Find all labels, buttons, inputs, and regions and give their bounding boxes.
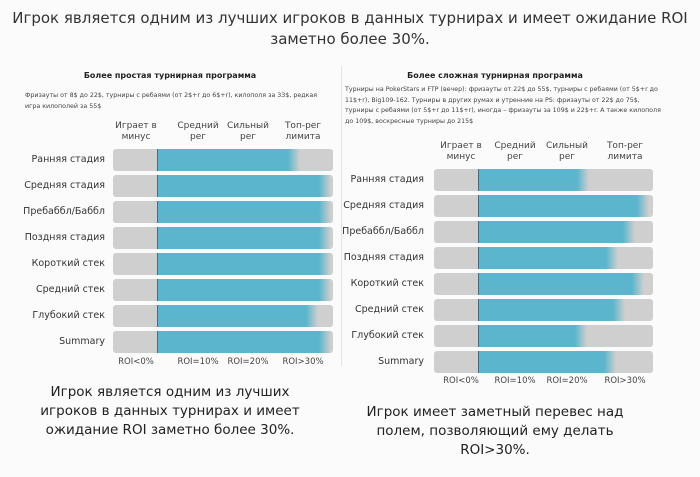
row-label: Средний стек: [355, 304, 424, 315]
bar-track: [434, 221, 653, 243]
column-header: Сильный рег: [226, 121, 270, 142]
bar-track: [113, 149, 333, 171]
zero-line: [157, 305, 158, 327]
bar-fill: [157, 279, 331, 301]
zero-line: [157, 331, 158, 353]
bar-track: [434, 299, 653, 321]
column-header: Играет в минус: [440, 141, 482, 162]
bar-fill: [157, 175, 331, 197]
row-label: Глубокий стек: [351, 330, 424, 341]
zero-line: [477, 247, 479, 269]
zero-line: [477, 325, 479, 347]
row-label: Короткий стек: [31, 258, 105, 269]
row-label: Пребаббл/Баббл: [23, 206, 105, 217]
column-header: Топ-рег лимита: [284, 121, 322, 142]
zero-line: [157, 175, 158, 197]
chart-title: Более простая турнирная программа: [83, 71, 257, 80]
bar-track: [113, 253, 333, 275]
column-header: Играет в минус: [115, 121, 157, 142]
row-label: Пребаббл/Баббл: [342, 226, 424, 237]
zero-line: [157, 201, 158, 223]
bar-track: [113, 331, 333, 353]
x-tick-label: ROI>30%: [282, 357, 324, 367]
bar-fill: [477, 299, 625, 321]
x-tick-label: ROI=10%: [494, 376, 536, 386]
bar-track: [434, 351, 653, 373]
bar-track: [434, 169, 653, 191]
bar-fill: [157, 149, 300, 171]
chart-description: Турниры на PokerStars и FTP (вечер): фри…: [345, 86, 661, 125]
bar-track: [113, 305, 333, 327]
zero-line: [157, 253, 158, 275]
row-label: Поздняя стадия: [24, 232, 105, 243]
bar-track: [434, 195, 653, 217]
bar-fill: [157, 331, 331, 353]
x-tick-label: ROI=10%: [177, 357, 219, 367]
row-label: Ранняя стадия: [350, 174, 424, 185]
x-tick-label: ROI>30%: [604, 376, 646, 386]
page-title: Игрок является одним из лучших игроков в…: [12, 9, 688, 48]
zero-line: [477, 273, 479, 295]
chart-title: Более сложная турнирная программа: [407, 71, 583, 80]
column-header: Средний рег: [177, 121, 219, 142]
x-tick-label: ROI=20%: [546, 376, 588, 386]
row-label: Короткий стек: [350, 278, 424, 289]
bar-track: [434, 325, 653, 347]
row-label: Ранняя стадия: [31, 154, 105, 165]
bar-fill: [157, 227, 331, 249]
zero-line: [477, 195, 479, 217]
bar-track: [113, 175, 333, 197]
bar-fill: [477, 221, 636, 243]
panel-divider: [341, 66, 342, 366]
row-label: Глубокий стек: [32, 310, 105, 321]
zero-line: [157, 149, 158, 171]
row-label: Поздняя стадия: [343, 252, 424, 263]
bar-fill: [157, 305, 318, 327]
zero-line: [157, 279, 158, 301]
row-label: Средняя стадия: [343, 200, 424, 211]
bar-fill: [477, 195, 649, 217]
row-label: Средний стек: [36, 284, 105, 295]
chart-caption: Игрок является одним из лучших игроков в…: [40, 384, 300, 438]
bar-track: [113, 201, 333, 223]
column-header: Сильный рег: [545, 141, 589, 162]
bar-fill: [477, 351, 616, 373]
x-tick-label: ROI<0%: [443, 376, 479, 386]
zero-line: [477, 169, 479, 191]
chart-description: Фризауты от 8$ до 22$, турниры с ребаями…: [25, 92, 317, 110]
bar-track: [113, 227, 333, 249]
bar-fill: [477, 247, 618, 269]
bar-fill: [157, 253, 331, 275]
bar-track: [434, 273, 653, 295]
row-label: Средняя стадия: [24, 180, 105, 191]
zero-line: [477, 221, 479, 243]
row-label: Summary: [378, 356, 424, 367]
bar-track: [113, 279, 333, 301]
row-label: Summary: [59, 336, 105, 347]
bar-fill: [157, 201, 331, 223]
bar-fill: [477, 169, 590, 191]
chart-caption: Игрок имеет заметный перевес над полем, …: [366, 404, 624, 458]
zero-line: [477, 299, 479, 321]
bar-fill: [477, 325, 588, 347]
bar-track: [434, 247, 653, 269]
x-tick-label: ROI<0%: [118, 357, 154, 367]
column-header: Средний рег: [494, 141, 536, 162]
zero-line: [157, 227, 158, 249]
zero-line: [477, 351, 479, 373]
x-tick-label: ROI=20%: [227, 357, 269, 367]
column-header: Топ-рег лимита: [606, 141, 644, 162]
bar-fill: [477, 273, 645, 295]
